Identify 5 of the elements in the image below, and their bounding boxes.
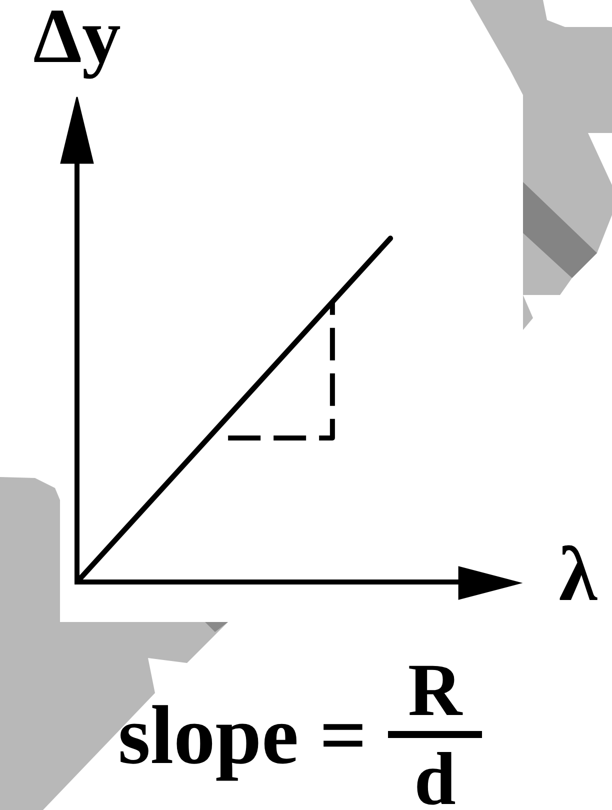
- text: R: [409, 666, 463, 715]
- x-axis-title: λ: [560, 545, 598, 600]
- y-axis-title: Δy: [34, 10, 120, 79]
- text: d: [417, 752, 456, 805]
- text: slope =: [120, 705, 362, 781]
